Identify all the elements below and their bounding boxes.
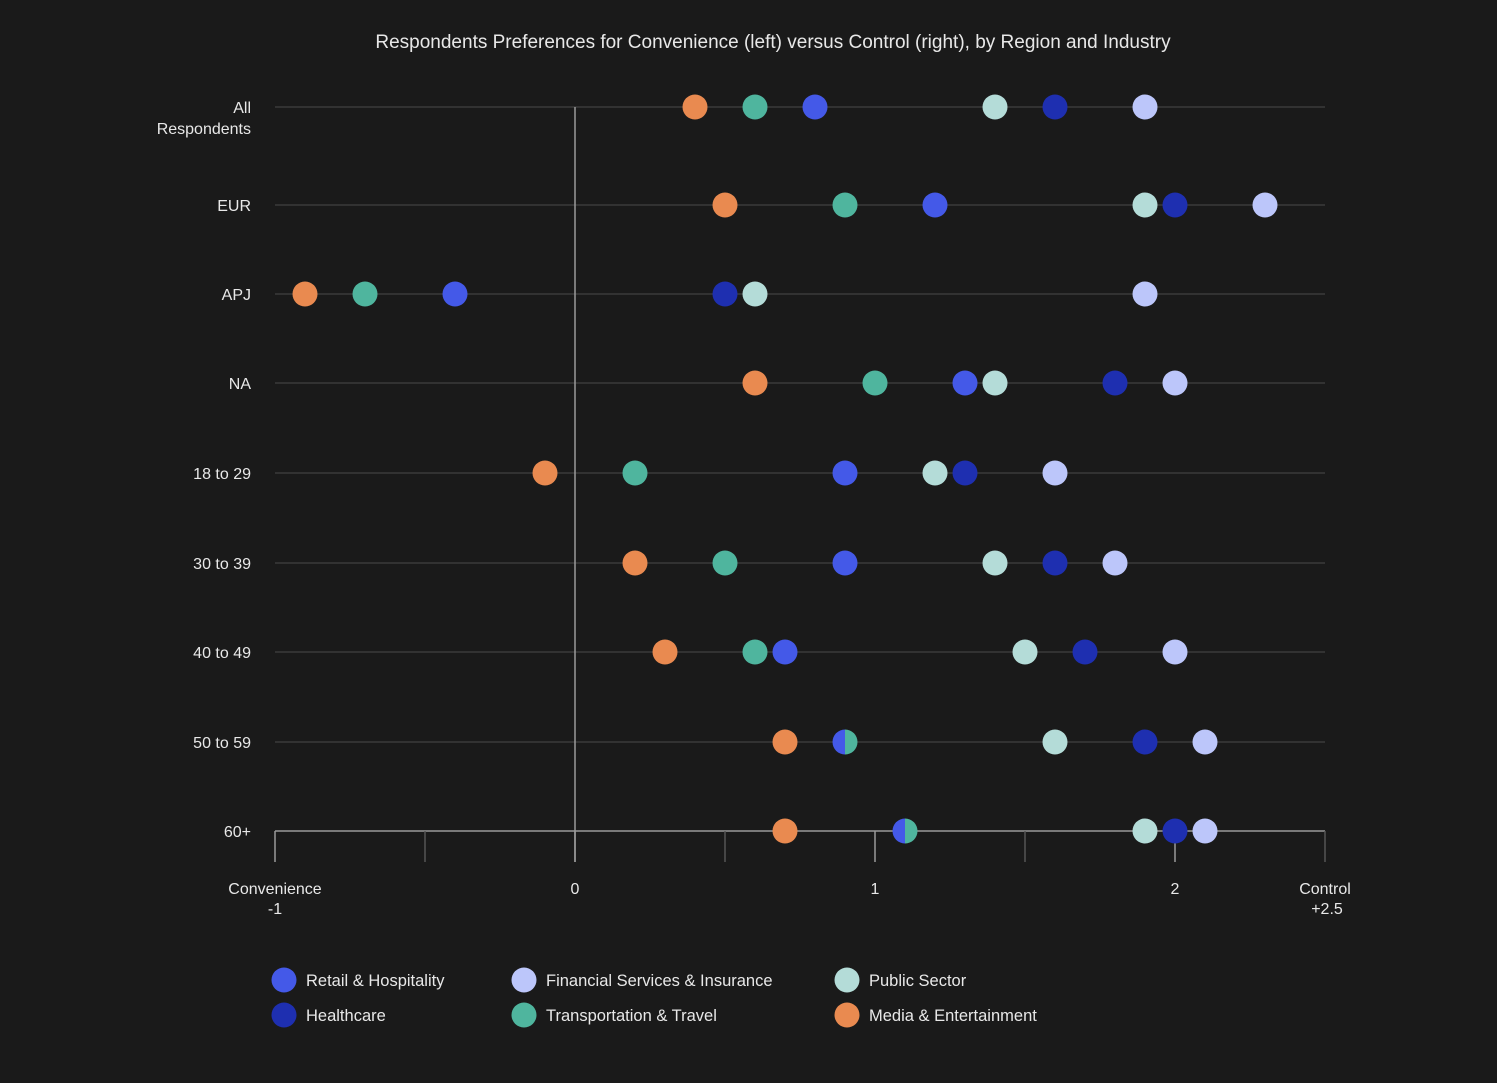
data-point	[772, 639, 798, 665]
legend-swatch	[834, 1002, 860, 1028]
x-tick-label: 1	[871, 881, 880, 898]
data-point	[652, 639, 678, 665]
data-point	[1162, 370, 1188, 396]
data-point	[1132, 94, 1158, 120]
y-category-label: 30 to 39	[193, 556, 251, 573]
y-category-label: EUR	[217, 198, 251, 215]
x-tick-label: Convenience	[228, 881, 322, 898]
y-category-label: 60+	[224, 824, 251, 841]
data-point	[1192, 729, 1218, 755]
x-tick-label: Control	[1299, 881, 1351, 898]
data-point	[802, 94, 828, 120]
data-point	[1192, 818, 1218, 844]
data-point	[1042, 94, 1068, 120]
data-point	[742, 94, 768, 120]
legend-swatch	[834, 967, 860, 993]
data-point	[1132, 729, 1158, 755]
data-point	[742, 370, 768, 396]
data-point	[1072, 639, 1098, 665]
data-point	[905, 818, 918, 844]
data-point	[772, 818, 798, 844]
data-point	[1162, 818, 1188, 844]
y-category-label: 18 to 29	[193, 466, 251, 483]
data-point	[622, 550, 648, 576]
data-point	[982, 550, 1008, 576]
data-point	[922, 460, 948, 486]
legend-swatch	[511, 967, 537, 993]
data-point	[1252, 192, 1278, 218]
chart-title: Respondents Preferences for Convenience …	[375, 32, 1171, 53]
data-point	[892, 818, 905, 844]
data-point	[292, 281, 318, 307]
data-point	[1132, 818, 1158, 844]
data-point	[1102, 370, 1128, 396]
y-category-label: All	[233, 100, 251, 117]
y-category-label: APJ	[222, 287, 251, 304]
legend-label: Public Sector	[869, 972, 967, 990]
data-point	[712, 281, 738, 307]
data-point	[982, 94, 1008, 120]
data-point	[772, 729, 798, 755]
data-point	[712, 550, 738, 576]
data-point	[832, 550, 858, 576]
data-point	[952, 460, 978, 486]
x-tick-sublabel: +2.5	[1311, 901, 1343, 918]
y-category-label: Respondents	[157, 121, 251, 138]
data-point	[622, 460, 648, 486]
y-category-label: NA	[229, 376, 252, 393]
x-tick-label: 2	[1171, 881, 1180, 898]
y-category-label: 50 to 59	[193, 735, 251, 752]
y-category-label: 40 to 49	[193, 645, 251, 662]
data-point	[682, 94, 708, 120]
data-point	[1042, 729, 1068, 755]
x-tick-label: 0	[571, 881, 580, 898]
data-point	[922, 192, 948, 218]
data-point	[442, 281, 468, 307]
data-point	[742, 281, 768, 307]
legend-label: Transportation & Travel	[546, 1007, 717, 1025]
legend-label: Media & Entertainment	[869, 1007, 1037, 1025]
data-point	[1042, 460, 1068, 486]
data-point	[832, 729, 845, 755]
legend-label: Retail & Hospitality	[306, 972, 445, 990]
x-tick-sublabel: -1	[268, 901, 282, 918]
data-point	[1132, 281, 1158, 307]
data-point	[742, 639, 768, 665]
data-point	[712, 192, 738, 218]
data-point	[1042, 550, 1068, 576]
data-point	[1012, 639, 1038, 665]
data-point	[1162, 192, 1188, 218]
legend-swatch	[271, 967, 297, 993]
data-point	[1162, 639, 1188, 665]
data-point	[952, 370, 978, 396]
data-point	[862, 370, 888, 396]
data-point	[532, 460, 558, 486]
data-point	[832, 460, 858, 486]
data-point	[845, 729, 858, 755]
data-point	[982, 370, 1008, 396]
data-point	[1132, 192, 1158, 218]
data-point	[1102, 550, 1128, 576]
data-point	[352, 281, 378, 307]
legend-label: Financial Services & Insurance	[546, 972, 773, 990]
legend-swatch	[271, 1002, 297, 1028]
data-point	[832, 192, 858, 218]
legend-swatch	[511, 1002, 537, 1028]
legend-label: Healthcare	[306, 1007, 386, 1025]
